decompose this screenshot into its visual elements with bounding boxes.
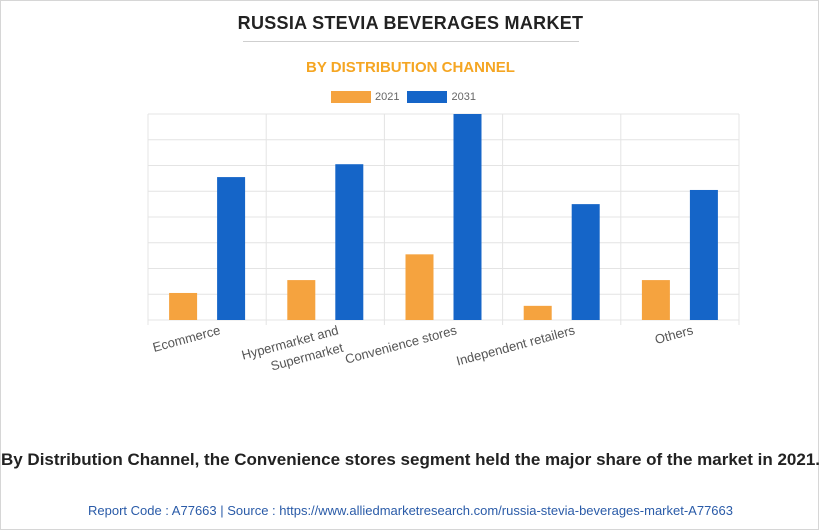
title-divider — [243, 41, 579, 42]
bar-2031-ecommerce — [217, 177, 246, 320]
bar-2031-others — [689, 189, 718, 320]
bar-2021-hypermarket-and-supermarket — [287, 280, 316, 320]
chart-subtitle: BY DISTRIBUTION CHANNEL — [306, 59, 515, 76]
bar-2021-convenience-stores — [405, 254, 434, 320]
legend-label-2021: 2021 — [375, 91, 400, 103]
bar-chart: Ecommerce Hypermarket andSupermarketConve… — [147, 113, 740, 380]
legend-item-2031[interactable]: 2031 — [407, 91, 476, 103]
x-tick-label: Independent retailers — [455, 322, 577, 368]
legend-swatch-2031 — [407, 91, 448, 103]
x-tick-label: Others — [653, 322, 695, 347]
x-tick-label-line: Convenience stores — [343, 322, 458, 366]
source-link[interactable]: Report Code : A77663 | Source : https://… — [87, 503, 733, 518]
bar-2031-independent-retailers — [571, 204, 600, 320]
bar-2031-hypermarket-and-supermarket — [335, 164, 364, 320]
x-tick-label-line: Ecommerce — [151, 322, 222, 354]
legend-label-2031: 2031 — [451, 91, 476, 103]
legend-item-2021[interactable]: 2021 — [331, 91, 399, 103]
bar-2031-convenience-stores — [453, 114, 482, 320]
x-tick-label: Convenience stores — [343, 322, 458, 366]
x-tick-label: Ecommerce — [151, 322, 222, 354]
bar-2021-others — [641, 280, 670, 320]
x-tick-label-line: Independent retailers — [455, 322, 577, 368]
page-title: RUSSIA STEVIA BEVERAGES MARKET — [237, 13, 584, 33]
bar-2021-ecommerce — [169, 292, 198, 320]
bar-2021-independent-retailers — [523, 305, 552, 320]
x-tick-label-line: Others — [653, 322, 695, 347]
x-tick-label: Hypermarket andSupermarket — [240, 322, 345, 380]
chart-legend: 2021 2031 — [331, 89, 484, 105]
legend-swatch-2021 — [331, 91, 371, 103]
chart-caption: By Distribution Channel, the Convenience… — [0, 450, 821, 469]
